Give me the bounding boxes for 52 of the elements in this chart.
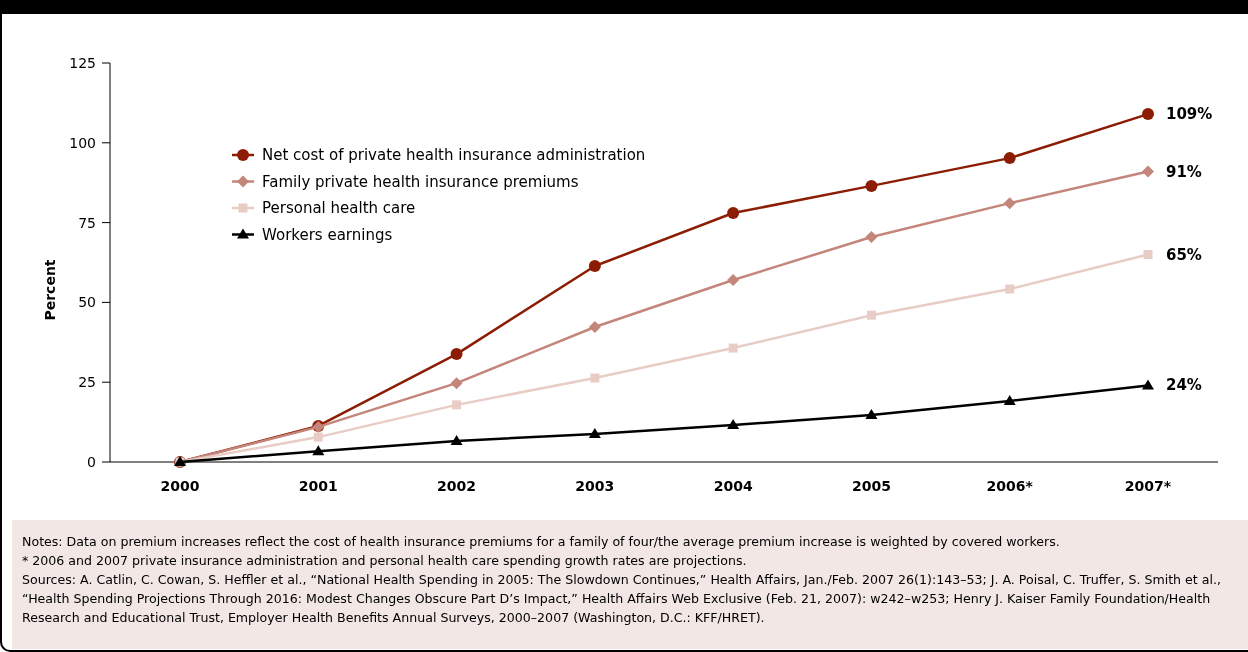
data-label: 91%: [1166, 162, 1202, 181]
y-tick-label: 50: [78, 294, 96, 311]
point: [1142, 379, 1154, 390]
point: [1003, 152, 1016, 165]
y-tick-label: 100: [69, 134, 96, 151]
text: * 2006 and 2007 private insurance administration and personal health care spending growth rates are projections.: [22, 552, 748, 570]
point: [588, 427, 601, 438]
point: [452, 400, 462, 410]
point: [727, 207, 740, 220]
data-label: 109%: [1166, 105, 1213, 124]
point: [1005, 284, 1015, 294]
point: [1003, 197, 1016, 210]
point: [450, 377, 463, 390]
point: [1142, 165, 1154, 178]
x-tick-label: 2007*: [1124, 478, 1172, 494]
point: [1003, 395, 1016, 406]
y-axis-title: Percent: [42, 259, 58, 321]
y-tick-label: 0: [87, 454, 96, 470]
legend-label: Workers earnings: [262, 225, 393, 244]
x-tick-label: 2003: [575, 478, 615, 494]
point: [590, 373, 600, 383]
point: [1142, 108, 1154, 121]
point: [727, 418, 740, 429]
point: [450, 434, 463, 445]
point: [313, 432, 323, 442]
point: [588, 260, 601, 273]
point: [866, 310, 876, 320]
x-tick-label: 2001: [298, 478, 338, 494]
point: [865, 230, 878, 243]
source-note: Sources: A. Catlin, C. Cowan, S. Heffler et al., “National Health Spending in 2005: The Slowdown Continues,” Health Affairs, Jan./Feb. 2007 26(1):143–53; J. A. Poisal, C. Truffer, S. Smith et al., “Health Spending Projections Through 2016: Modest Changes Obscure Part D’s Impact,” Health Affairs Web Exclusive (Feb. 21, 2007): w242–w253; Henry J. Kaiser Family Foundation/Health Research and Educational Trust, Employer Health Benefits Annual Surveys, 2000–2007 (Washington, D.C.: KFF/HRET).: [22, 571, 1222, 627]
y-tick-label: 25: [78, 374, 96, 391]
x-tick-label: 2005: [851, 478, 891, 494]
point: [588, 320, 601, 333]
x-tick-label: 2000: [160, 478, 200, 494]
text: Notes: Data on premium increases reflect the cost of health insurance premiums for a family of four/the average premium increase is weighted by covered workers.: [22, 533, 1061, 551]
x-tick-label: 2002: [437, 478, 477, 494]
point: [312, 445, 325, 456]
point: [728, 343, 738, 353]
legend-label: Personal health care: [262, 199, 416, 217]
x-tick-label: 2004: [713, 478, 753, 494]
point: [865, 179, 878, 192]
data-label: 65%: [1166, 245, 1202, 264]
x-tick-label: 2006*: [986, 478, 1034, 494]
point: [727, 274, 740, 287]
point: [1143, 250, 1153, 260]
legend-label: Family private health insurance premiums: [262, 172, 579, 191]
legend-label: Net cost of private health insurance administration: [262, 146, 646, 164]
y-tick-label: 75: [78, 214, 96, 231]
point: [865, 409, 878, 420]
data-label: 24%: [1166, 376, 1202, 395]
y-tick-label: 125: [69, 55, 96, 71]
point: [450, 348, 463, 361]
